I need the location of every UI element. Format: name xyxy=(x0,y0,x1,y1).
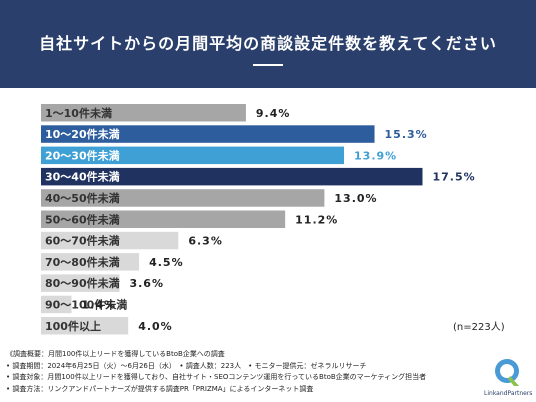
value-label: 4.0% xyxy=(138,320,173,333)
category-label: 70〜80件未満 xyxy=(45,255,120,269)
bar-chart: 1〜10件未満 9.4% 10〜20件未満 15.3% 20〜30件未満 13.9% 30〜… xyxy=(41,104,476,335)
title-underline xyxy=(253,64,283,66)
category-label: 20〜30件未満 xyxy=(45,148,120,162)
bar xyxy=(41,210,286,228)
category-label: 50〜60件未満 xyxy=(45,212,120,226)
value-label: 15.3% xyxy=(385,128,428,141)
category-label: 1〜10件未満 xyxy=(45,106,112,120)
value-label: 4.5% xyxy=(149,256,184,269)
category-label: 80〜90件未満 xyxy=(45,276,120,290)
category-label: 40〜50件未満 xyxy=(45,191,120,205)
bar xyxy=(41,317,129,335)
category-label: 10〜20件未満 xyxy=(45,127,120,141)
logo-mark-icon xyxy=(495,359,519,386)
survey-note-line: • 調査対象：月間100件以上リードを獲得しており、自社サイト・SEOコンテンツ… xyxy=(6,373,427,381)
bar xyxy=(41,146,345,165)
value-label: 13.9% xyxy=(354,149,397,162)
bar xyxy=(41,231,179,250)
bar xyxy=(41,274,120,292)
survey-notes: 《調査概要：月間100件以上リードを獲得しているBtoB企業への調査 • 調査期… xyxy=(6,349,476,395)
bar xyxy=(41,125,375,143)
value-label: 1.4% xyxy=(82,298,117,311)
bar xyxy=(41,189,325,207)
category-label: 60〜70件未満 xyxy=(45,234,120,248)
category-label: 30〜40件未満 xyxy=(45,170,120,184)
value-label: 11.2% xyxy=(295,213,338,226)
sample-size-note: (n=223人) xyxy=(453,322,505,333)
bar xyxy=(41,295,72,314)
value-label: 3.6% xyxy=(129,277,164,290)
logo-text: LinkandPartners xyxy=(484,390,533,397)
chart-question-title: 自社サイトからの月間平均の商談設定件数を教えてください xyxy=(39,34,497,53)
category-label: 90〜100件未満 xyxy=(45,297,127,311)
survey-note-line: • 調査期間：2024年6月25日（火）〜6月26日（水） • 調査人数：223… xyxy=(6,361,367,370)
value-label: 9.4% xyxy=(256,107,291,120)
value-label: 17.5% xyxy=(433,171,476,184)
value-label: 13.0% xyxy=(334,192,377,205)
survey-note-line: 《調査概要：月間100件以上リードを獲得しているBtoB企業への調査 xyxy=(6,350,225,358)
header-banner: 自社サイトからの月間平均の商談設定件数を教えてください xyxy=(0,0,536,88)
bar xyxy=(41,104,246,122)
bar xyxy=(41,167,423,186)
value-label: 6.3% xyxy=(188,235,223,248)
survey-note-line: • 調査方法：リンクアンドパートナーズが提供する調査PR「PRIZMA」によるイ… xyxy=(6,384,314,393)
company-logo: LinkandPartners xyxy=(484,354,533,398)
category-label: 100件以上 xyxy=(45,319,101,333)
bar xyxy=(41,253,140,271)
